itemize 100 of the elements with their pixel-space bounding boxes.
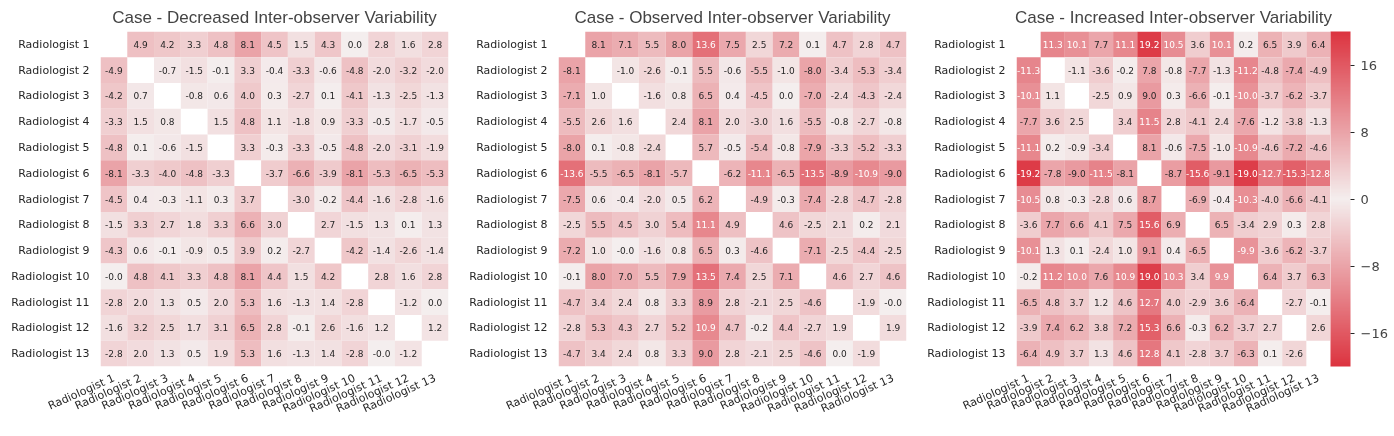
data-label: -3.6: [1019, 220, 1038, 231]
data-label: -3.3: [105, 117, 123, 128]
data-label: 1.9: [832, 323, 848, 334]
data-label: -4.4: [857, 246, 876, 257]
data-label: 0.8: [645, 297, 660, 308]
data-label: -4.8: [1261, 65, 1280, 76]
data-label: -7.5: [563, 194, 581, 205]
data-label: 6.2: [698, 194, 713, 205]
data-label: -0.3: [1188, 323, 1207, 334]
data-label: 3.1: [213, 323, 229, 334]
data-label: 7.7: [1093, 39, 1109, 50]
data-label: -0.1: [1213, 91, 1231, 102]
data-label: -2.8: [1188, 349, 1207, 360]
data-label: 4.4: [267, 271, 282, 282]
data-label: -3.7: [265, 168, 284, 179]
data-label: -0.9: [185, 246, 204, 257]
data-label: 8.1: [1142, 142, 1157, 153]
data-label: 8.0: [671, 39, 687, 50]
data-label: -2.8: [830, 194, 849, 205]
data-label: -4.6: [1309, 142, 1328, 153]
data-label: -1.2: [399, 349, 418, 360]
chart-title: Case - Decreased Inter-observer Variability: [112, 7, 438, 27]
data-label: -4.7: [857, 194, 876, 205]
y-tick-label: Radiologist 5: [934, 140, 1006, 154]
data-label: 4.1: [160, 271, 175, 282]
data-label: 1.5: [133, 117, 148, 128]
data-label: -6.5: [1188, 246, 1207, 257]
data-label: 0.6: [213, 91, 229, 102]
data-label: -5.3: [857, 65, 876, 76]
data-label: 10.1: [1066, 39, 1087, 50]
data-label: 3.4: [1118, 117, 1133, 128]
data-label: -6.5: [616, 168, 635, 179]
data-label: 2.7: [160, 220, 175, 231]
data-label: 3.3: [240, 65, 255, 76]
data-label: 3.4: [1190, 271, 1206, 282]
data-label: 5.5: [645, 39, 660, 50]
data-label: -7.5: [1188, 142, 1207, 153]
data-label: 3.3: [671, 349, 687, 360]
y-tick-label: Radiologist 4: [476, 115, 548, 129]
data-label: 6.6: [1166, 323, 1181, 334]
data-label: 4.6: [832, 271, 848, 282]
data-label: -3.7: [1309, 91, 1328, 102]
data-label: -3.7: [1237, 323, 1255, 334]
data-label: 4.9: [133, 39, 149, 50]
data-label: 2.9: [1262, 220, 1278, 231]
data-label: -3.4: [830, 65, 849, 76]
data-label: -6.4: [1019, 349, 1038, 360]
data-label: 9.0: [1142, 91, 1157, 102]
data-label: -3.0: [292, 194, 311, 205]
data-label: 2.0: [213, 297, 229, 308]
data-label: -2.9: [1188, 297, 1207, 308]
data-label: 2.8: [374, 271, 390, 282]
data-label: 5.3: [591, 323, 606, 334]
data-label: 7.2: [778, 39, 794, 50]
data-label: 6.9: [1166, 220, 1181, 231]
data-label: 13.5: [695, 271, 716, 282]
data-label: 3.7: [1069, 297, 1085, 308]
data-label: -1.0: [777, 65, 796, 76]
data-label: -19.0: [1234, 168, 1258, 179]
data-label: 3.3: [671, 297, 687, 308]
data-label: 1.6: [267, 297, 282, 308]
data-label: 4.1: [1166, 349, 1181, 360]
data-label: 19.2: [1139, 39, 1160, 50]
data-label: 1.5: [294, 39, 309, 50]
data-label: 3.6: [1190, 39, 1206, 50]
data-label: -1.5: [185, 65, 203, 76]
color-bar-label: 8: [1360, 124, 1369, 140]
data-label: -2.4: [643, 142, 662, 153]
data-label: -4.7: [563, 349, 581, 360]
data-label: 2.0: [133, 297, 149, 308]
data-label: 4.6: [885, 271, 901, 282]
data-label: 2.4: [1214, 117, 1230, 128]
data-label: 3.8: [1093, 323, 1109, 334]
data-label: -1.7: [399, 117, 418, 128]
data-label: -7.9: [804, 142, 822, 153]
data-label: 0.4: [1166, 246, 1181, 257]
data-label: -7.8: [1043, 168, 1062, 179]
data-label: -8.0: [804, 65, 822, 76]
data-label: 2.7: [1262, 323, 1278, 334]
data-label: -10.5: [1016, 194, 1041, 205]
data-label: 2.8: [427, 39, 443, 50]
data-label: -1.4: [426, 246, 445, 257]
data-label: 6.5: [698, 246, 713, 257]
data-label: -6.2: [1285, 91, 1304, 102]
data-label: -2.1: [750, 349, 769, 360]
data-label: 6.4: [1262, 271, 1278, 282]
data-label: 6.5: [1214, 220, 1229, 231]
data-label: -0.5: [723, 142, 742, 153]
data-label: -1.3: [292, 297, 311, 308]
data-label: -4.0: [158, 168, 177, 179]
data-label: 4.8: [240, 117, 256, 128]
data-label: -4.2: [105, 91, 123, 102]
data-label: -0.8: [1164, 65, 1183, 76]
data-label: -11.1: [1016, 142, 1041, 153]
data-label: -11.1: [747, 168, 771, 179]
data-label: 4.1: [1093, 220, 1109, 231]
data-label: -2.5: [804, 220, 822, 231]
data-label: -0.3: [265, 142, 284, 153]
y-tick-label: Radiologist 5: [18, 140, 90, 154]
data-label: -2.6: [1285, 349, 1304, 360]
